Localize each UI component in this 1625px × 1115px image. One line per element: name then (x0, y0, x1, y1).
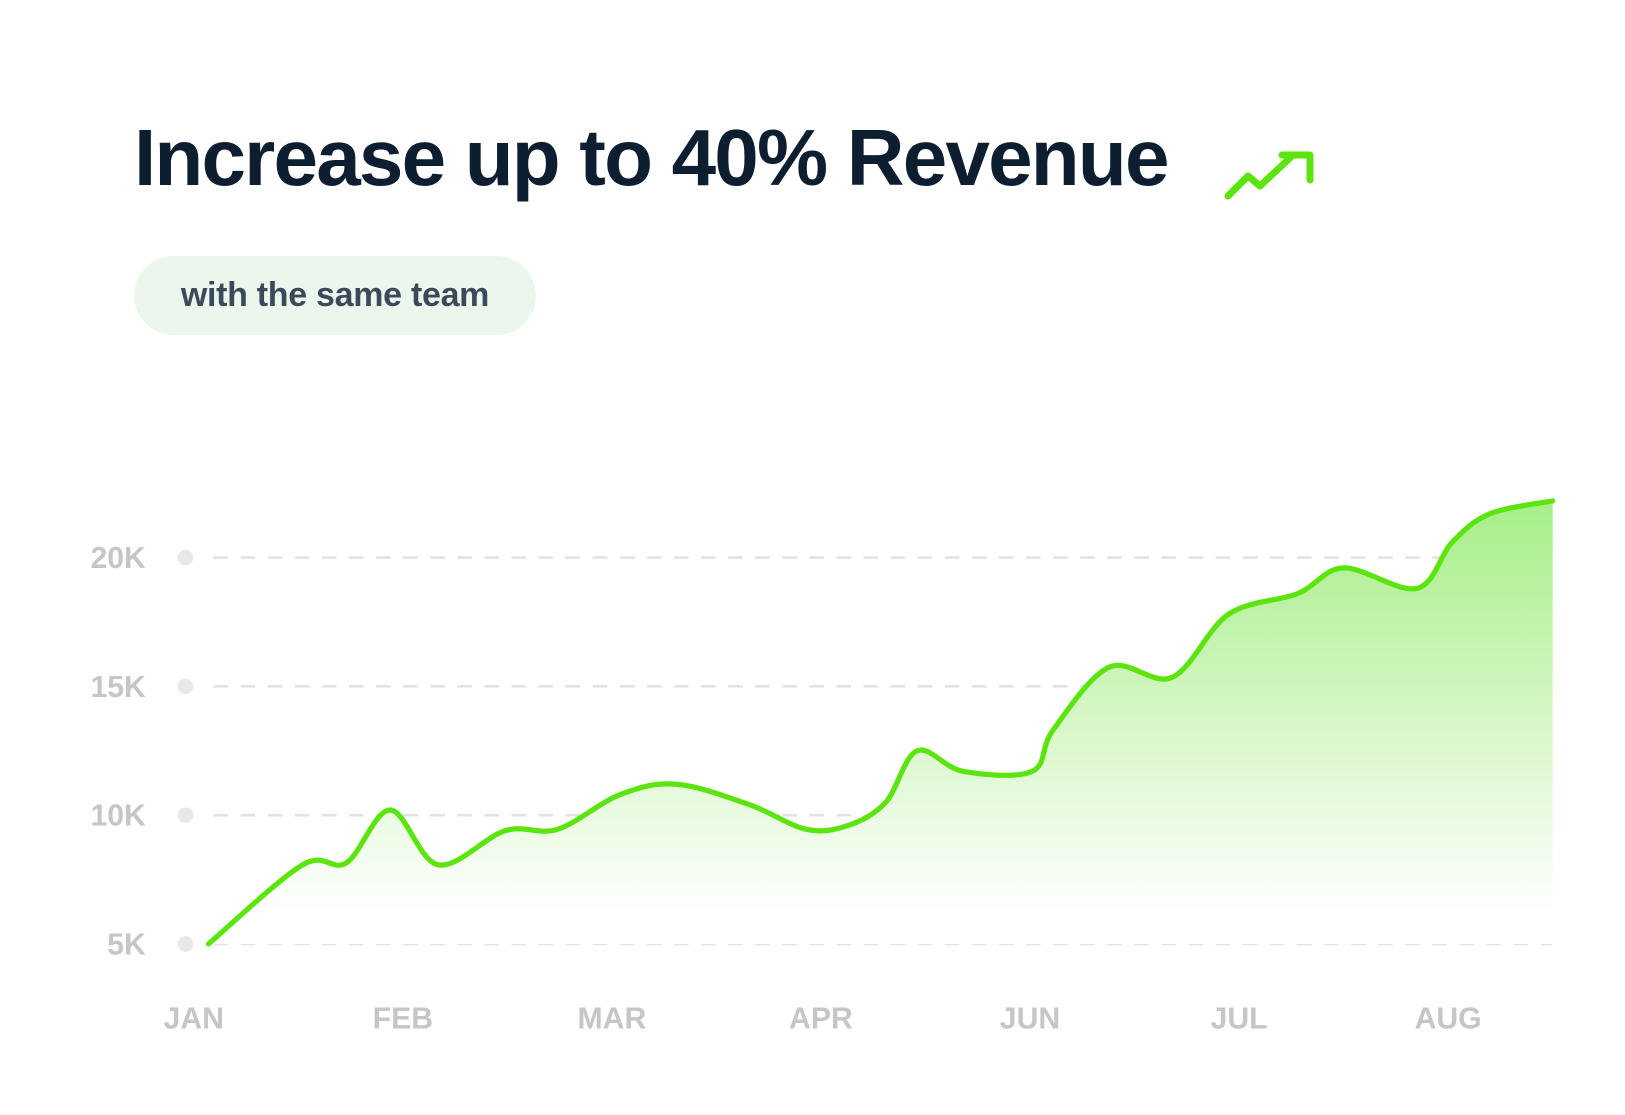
subtitle-badge-label: with the same team (180, 276, 490, 314)
x-tick-label: JAN (164, 1002, 224, 1035)
x-tick-label: MAR (578, 1002, 647, 1035)
y-tick-label: 20K (90, 542, 146, 575)
page-title: Increase up to 40% Revenue (134, 113, 1169, 202)
y-tick-label: 15K (90, 671, 146, 704)
trending-up-icon (1224, 151, 1314, 200)
x-tick-label: JUL (1211, 1002, 1268, 1035)
y-tick-label: 10K (90, 800, 146, 833)
subtitle-badge: with the same team (134, 256, 536, 335)
revenue-line (205, 498, 1556, 947)
x-tick-label: FEB (373, 1002, 433, 1035)
y-tick-label: 5K (107, 928, 146, 961)
x-tick-label: JUN (1000, 1002, 1060, 1035)
x-tick-label: APR (789, 1002, 853, 1035)
y-tick-dot (177, 549, 194, 566)
y-tick-dot (177, 807, 194, 823)
y-tick-dot (177, 936, 194, 952)
x-tick-label: AUG (1415, 1002, 1482, 1035)
y-tick-dot (177, 678, 194, 695)
